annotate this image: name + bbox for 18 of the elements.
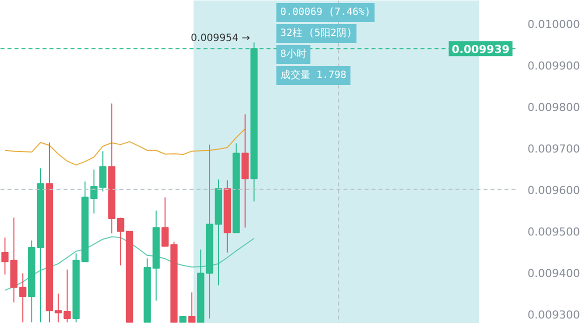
annotation: 0.00069 (7.46%)	[280, 7, 371, 18]
y-tick-label: 0.009600	[528, 184, 580, 197]
candlestick	[188, 292, 196, 323]
y-tick-label: 0.009900	[528, 59, 580, 72]
y-tick-label: 0.009400	[528, 266, 580, 280]
y-tick-label: 0.009300	[528, 308, 580, 322]
line-series	[4, 128, 246, 166]
annotation: 32柱 (5阳2阴)	[280, 27, 352, 39]
y-tick-label: 0.009700	[528, 142, 580, 156]
annotation: 8小时	[280, 48, 306, 60]
y-tick-label: 0.009800	[528, 100, 580, 114]
y-tick-label: 0.010000	[528, 18, 580, 31]
candlestick	[161, 196, 169, 247]
y-tick-label: 0.009500	[528, 225, 580, 238]
annotation: 成交量 1.798	[280, 69, 346, 81]
candlestick	[19, 272, 26, 323]
annotation: 0.009954 →	[190, 32, 250, 44]
ref-line-label: 0.009939	[452, 43, 510, 56]
